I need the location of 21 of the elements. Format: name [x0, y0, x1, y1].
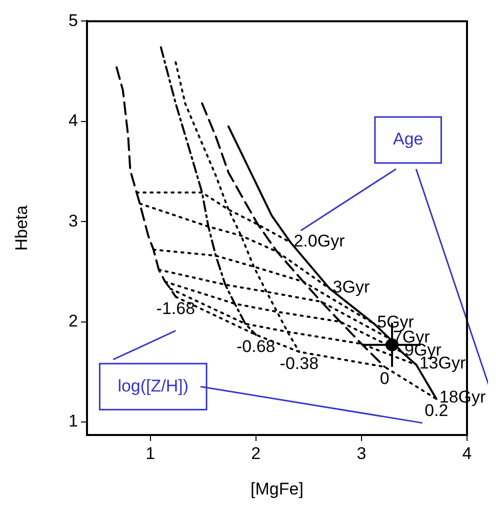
series-label: 0 — [380, 369, 390, 388]
annotation: log([Z/H]) — [118, 376, 189, 396]
y-tick-label: 2 — [68, 311, 78, 330]
annotation: Age — [392, 130, 424, 149]
series-label: 0.2 — [424, 401, 448, 420]
series-label: 2.0Gyr — [294, 231, 346, 250]
x-axis-title: [MgFe] — [250, 479, 304, 498]
y-tick-label: 4 — [68, 111, 78, 130]
series-label: -0.68 — [236, 336, 276, 356]
x-tick-label: 3 — [356, 444, 366, 463]
series-label: 3Gyr — [332, 277, 370, 296]
y-tick-label: 3 — [68, 211, 78, 230]
y-axis-title: Hbeta — [12, 204, 31, 251]
x-tick-label: 1 — [146, 444, 156, 463]
series-label: -1.68 — [156, 298, 196, 318]
x-tick-label: 4 — [462, 444, 472, 463]
series-label: 5Gyr — [377, 312, 414, 332]
y-tick-label: 5 — [68, 10, 78, 30]
series-label: -0.38 — [280, 354, 319, 374]
x-tick-label: 2 — [251, 444, 261, 463]
y-tick-label: 1 — [68, 412, 78, 431]
